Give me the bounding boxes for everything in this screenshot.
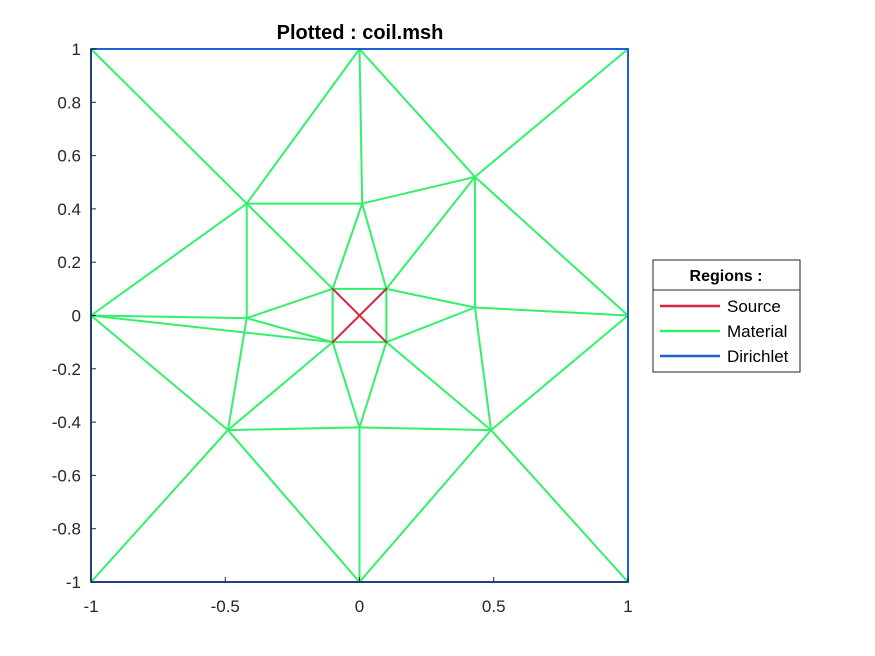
segment-material-16 bbox=[473, 306, 629, 317]
segment-material-11 bbox=[358, 429, 493, 583]
axes: -1 -0.5 0 0.5 1 1 0.8 0.6 0.4 0.2 0 -0.2 -0.4 -0.6 -0.… bbox=[52, 40, 633, 616]
y-tick-label: -0.8 bbox=[52, 520, 81, 539]
x-tick-label: 0.5 bbox=[482, 597, 506, 616]
segment-material-7 bbox=[90, 314, 334, 344]
segment-material-29 bbox=[331, 202, 364, 290]
segment-material-36 bbox=[358, 341, 388, 429]
segment-material-8 bbox=[90, 314, 229, 432]
x-tick-label: -0.5 bbox=[211, 597, 240, 616]
segment-material-0 bbox=[90, 48, 248, 205]
segment-material-18 bbox=[361, 175, 476, 205]
segment-material-6 bbox=[90, 314, 248, 320]
y-tick-label: -1 bbox=[66, 573, 81, 592]
mesh-lines bbox=[90, 48, 629, 583]
segment-material-15 bbox=[473, 175, 629, 317]
x-tick-label: 1 bbox=[623, 597, 632, 616]
segment-material-32 bbox=[245, 287, 334, 320]
legend-title: Regions : bbox=[690, 268, 763, 285]
segment-material-9 bbox=[90, 429, 229, 583]
legend-label-dirichlet: Dirichlet bbox=[727, 347, 789, 366]
segment-material-5 bbox=[90, 202, 248, 317]
segment-material-34 bbox=[226, 341, 334, 432]
legend: Regions : Source Material Dirichlet bbox=[652, 259, 801, 373]
segment-material-2 bbox=[358, 48, 476, 178]
legend-box bbox=[652, 259, 801, 373]
y-tick-label: 0.8 bbox=[57, 93, 81, 112]
legend-items: Source Material Dirichlet bbox=[660, 297, 789, 366]
segment-material-14 bbox=[490, 314, 629, 432]
segment-material-37 bbox=[385, 341, 493, 432]
legend-label-material: Material bbox=[727, 322, 787, 341]
chart-title: Plotted : coil.msh bbox=[277, 22, 444, 44]
y-tick-label: 0.2 bbox=[57, 253, 81, 272]
series-source bbox=[331, 287, 388, 344]
y-tick-label: 1 bbox=[72, 40, 81, 59]
y-tick-label: 0.4 bbox=[57, 200, 81, 219]
segment-material-4 bbox=[358, 48, 364, 205]
segment-material-39 bbox=[385, 287, 476, 309]
segment-material-38 bbox=[385, 306, 476, 344]
y-tick-label: -0.4 bbox=[52, 413, 81, 432]
segment-material-3 bbox=[473, 48, 629, 178]
y-tick-label: -0.6 bbox=[52, 466, 81, 485]
segment-material-31 bbox=[245, 202, 334, 290]
segment-material-35 bbox=[331, 341, 361, 429]
y-tick-label: 0.6 bbox=[57, 147, 81, 166]
x-tick-label: -1 bbox=[83, 597, 98, 616]
series-material bbox=[90, 48, 629, 583]
segment-material-21 bbox=[473, 306, 493, 432]
segment-source-1 bbox=[331, 287, 388, 344]
segment-material-10 bbox=[226, 429, 361, 583]
segment-material-23 bbox=[226, 426, 361, 432]
y-tick-label: 0 bbox=[72, 307, 81, 326]
segment-material-22 bbox=[226, 317, 248, 432]
segment-material-33 bbox=[245, 317, 334, 344]
segment-material-24 bbox=[358, 426, 493, 432]
x-tick-label: 0 bbox=[355, 597, 364, 616]
segment-material-30 bbox=[361, 202, 388, 290]
y-tick-label: -0.2 bbox=[52, 360, 81, 379]
legend-label-source: Source bbox=[727, 297, 781, 316]
segment-material-13 bbox=[490, 429, 629, 583]
segment-material-1 bbox=[245, 48, 361, 205]
segment-material-40 bbox=[385, 175, 476, 290]
